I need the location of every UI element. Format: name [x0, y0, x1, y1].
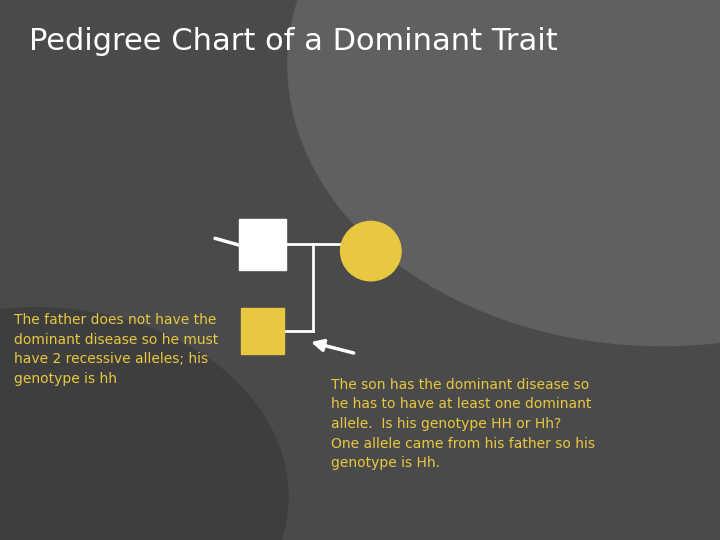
FancyBboxPatch shape [241, 308, 284, 354]
Ellipse shape [341, 221, 401, 281]
Text: Pedigree Chart of a Dominant Trait: Pedigree Chart of a Dominant Trait [29, 27, 557, 56]
Text: The son has the dominant disease so
he has to have at least one dominant
allele.: The son has the dominant disease so he h… [331, 378, 595, 470]
Text: The father does not have the
dominant disease so he must
have 2 recessive allele: The father does not have the dominant di… [14, 313, 219, 386]
Circle shape [288, 0, 720, 346]
Circle shape [0, 308, 288, 540]
FancyBboxPatch shape [239, 219, 287, 270]
